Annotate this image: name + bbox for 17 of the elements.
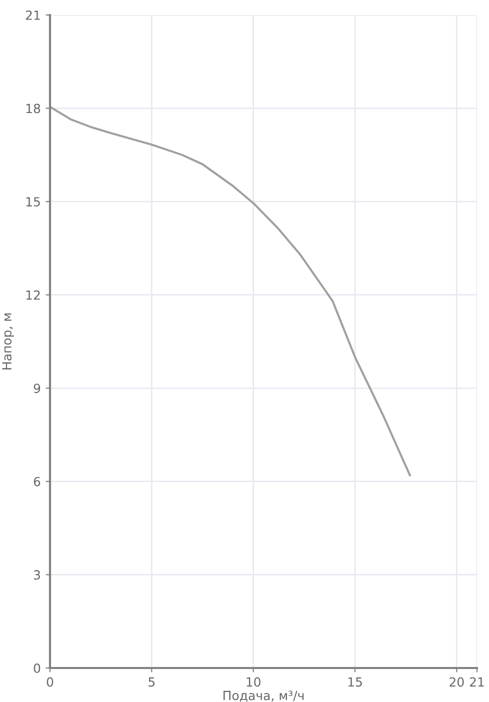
- y-tick-label: 3: [34, 570, 40, 580]
- y-tick-label: 18: [26, 104, 40, 114]
- y-tick-label: 9: [34, 384, 40, 394]
- line-series: [50, 106, 411, 476]
- y-tick-label: 15: [26, 197, 40, 206]
- y-tick-label: 0: [34, 663, 40, 673]
- x-tick-label: 20: [450, 677, 464, 687]
- x-tick-label: 0: [46, 677, 54, 687]
- y-tick-label: 6: [34, 476, 40, 486]
- y-tick-label: 21: [26, 10, 40, 20]
- y-axis-title: Напор, м: [2, 314, 14, 370]
- x-axis-title: Подача, м³/ч: [224, 690, 304, 702]
- y-tick-label: 12: [26, 290, 40, 300]
- x-tick-label: 15: [348, 677, 362, 687]
- x-tick-label: 21: [470, 677, 484, 687]
- x-tick-label: 10: [246, 677, 260, 687]
- x-tick-label: 5: [148, 677, 155, 687]
